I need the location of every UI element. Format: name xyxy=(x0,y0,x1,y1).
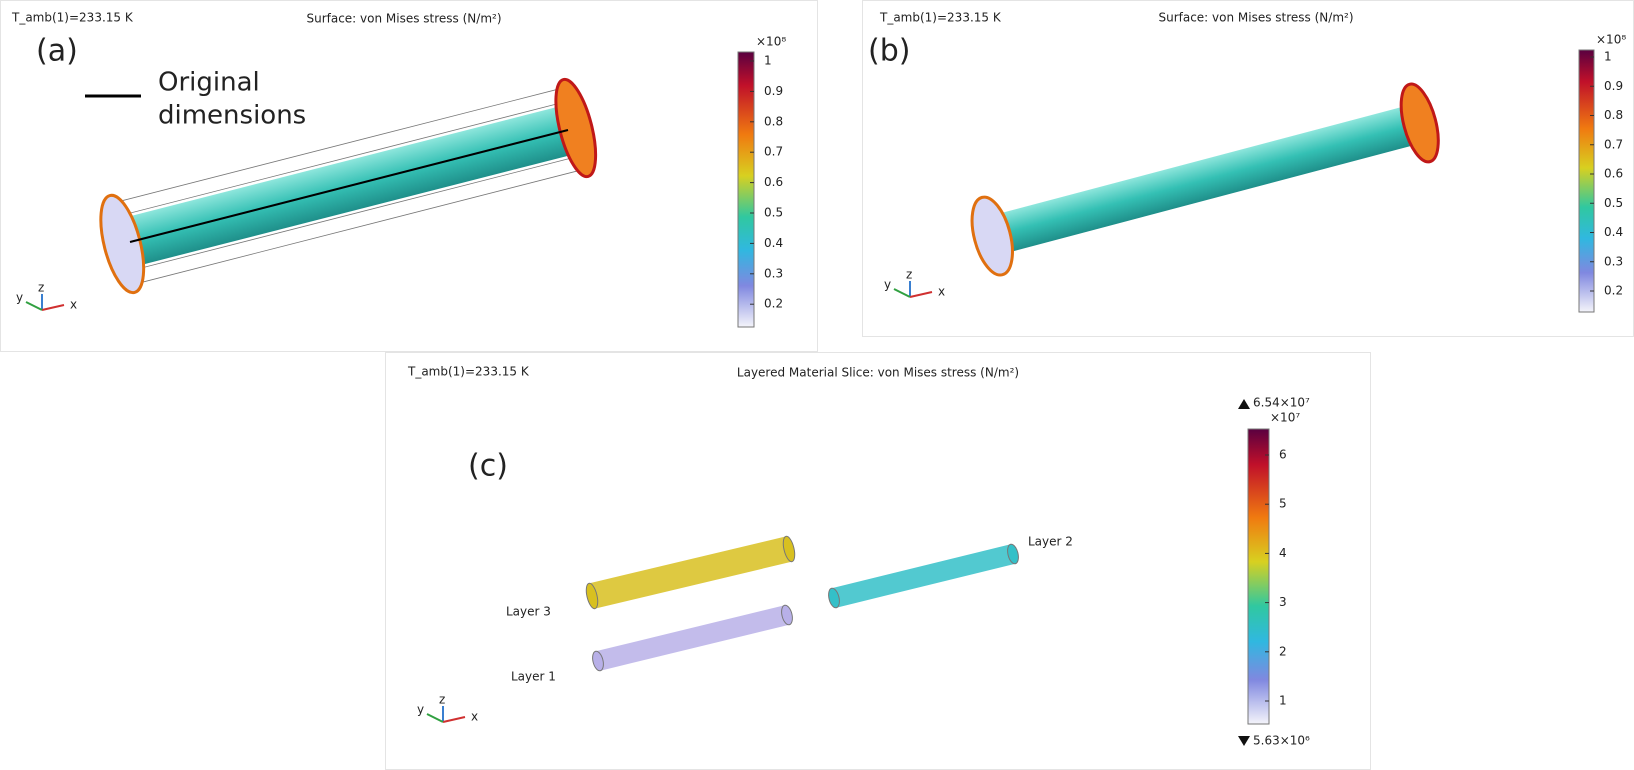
panel-label: (b) xyxy=(868,34,910,69)
end-cap xyxy=(965,193,1020,280)
axis-x xyxy=(910,292,932,297)
colorbar-tick-label: 0.2 xyxy=(1604,284,1623,298)
colorbar-tick-label: 4 xyxy=(1279,546,1287,560)
layer-body xyxy=(596,605,790,670)
panel-label: (a) xyxy=(36,34,78,69)
axis-label: y xyxy=(16,291,23,305)
legend-text: dimensions xyxy=(158,101,306,131)
panel-title: Surface: von Mises stress (N/m²) xyxy=(1158,11,1353,25)
colorbar-exponent: ×10⁸ xyxy=(1596,33,1626,47)
colorbar-max: 6.54×10⁷ xyxy=(1253,396,1310,410)
colorbar-tick-label: 0.9 xyxy=(764,84,783,98)
panel-title: Surface: von Mises stress (N/m²) xyxy=(306,12,501,26)
panel-label: (c) xyxy=(468,449,508,484)
layer-tube xyxy=(584,535,797,610)
max-marker xyxy=(1238,399,1250,409)
colorbar-tick-label: 0.7 xyxy=(764,145,783,159)
colorbar xyxy=(738,52,754,327)
colorbar-tick-label: 1 xyxy=(764,54,772,68)
parameter: T_amb(1)=233.15 K xyxy=(879,11,1002,25)
colorbar-tick-label: 0.8 xyxy=(764,114,783,128)
tube xyxy=(965,80,1446,279)
layer-body xyxy=(832,544,1016,607)
axis-label: y xyxy=(417,703,424,717)
layer-label: Layer 3 xyxy=(506,605,551,619)
figure: T_amb(1)=233.15 K Surface: von Mises stre… xyxy=(0,0,1634,770)
panel-title: Layered Material Slice: von Mises stress… xyxy=(737,366,1019,380)
colorbar-tick-label: 0.3 xyxy=(764,266,783,280)
legend-text: Original xyxy=(158,68,260,98)
colorbar-min: 5.63×10⁶ xyxy=(1253,734,1310,748)
axis-label: x xyxy=(70,298,77,312)
colorbar-tick-label: 0.8 xyxy=(1604,108,1623,122)
colorbar-tick-label: 0.5 xyxy=(1604,196,1623,210)
axis-x xyxy=(443,717,465,722)
axis-label: x xyxy=(471,710,478,724)
colorbar-tick-label: 6 xyxy=(1279,448,1287,462)
colorbar-tick-label: 0.9 xyxy=(1604,79,1623,93)
axis-x xyxy=(42,305,64,310)
end-cap xyxy=(1394,80,1445,166)
colorbar-tick-label: 3 xyxy=(1279,595,1287,609)
colorbar-tick-label: 0.2 xyxy=(764,297,783,311)
colorbar-tick-label: 0.4 xyxy=(764,236,783,250)
axis-label: z xyxy=(439,693,445,707)
colorbar-tick-label: 0.5 xyxy=(764,206,783,220)
axis-y xyxy=(26,302,42,310)
layer-label: Layer 2 xyxy=(1028,535,1073,549)
colorbar-tick-label: 1 xyxy=(1279,694,1287,708)
min-marker xyxy=(1238,736,1250,746)
colorbar-tick-label: 0.6 xyxy=(1604,167,1623,181)
colorbar-tick-label: 1 xyxy=(1604,50,1612,64)
axis-y xyxy=(894,289,910,297)
axis-label: z xyxy=(906,268,912,282)
colorbar-tick-label: 0.4 xyxy=(1604,225,1623,239)
colorbar xyxy=(1248,429,1269,724)
colorbar-exponent: ×10⁸ xyxy=(756,35,786,49)
colorbar xyxy=(1579,50,1594,312)
parameter: T_amb(1)=233.15 K xyxy=(407,365,530,379)
layer-label: Layer 1 xyxy=(511,670,556,684)
colorbar-exponent: ×10⁷ xyxy=(1270,411,1300,425)
axis-label: x xyxy=(938,285,945,299)
layer-tube xyxy=(591,604,794,672)
axis-y xyxy=(427,714,443,722)
colorbar-tick-label: 0.7 xyxy=(1604,137,1623,151)
colorbar-tick-label: 2 xyxy=(1279,644,1287,658)
panel-frame xyxy=(386,353,1371,770)
layer-tube xyxy=(827,543,1020,609)
axis-label: y xyxy=(884,278,891,292)
colorbar-tick-label: 5 xyxy=(1279,497,1287,511)
colorbar-tick-label: 0.6 xyxy=(764,175,783,189)
original-line xyxy=(130,130,568,242)
parameter: T_amb(1)=233.15 K xyxy=(11,11,134,25)
tube-body xyxy=(995,106,1417,254)
colorbar-tick-label: 0.3 xyxy=(1604,254,1623,268)
layer-body xyxy=(589,536,792,608)
axis-label: z xyxy=(38,281,44,295)
